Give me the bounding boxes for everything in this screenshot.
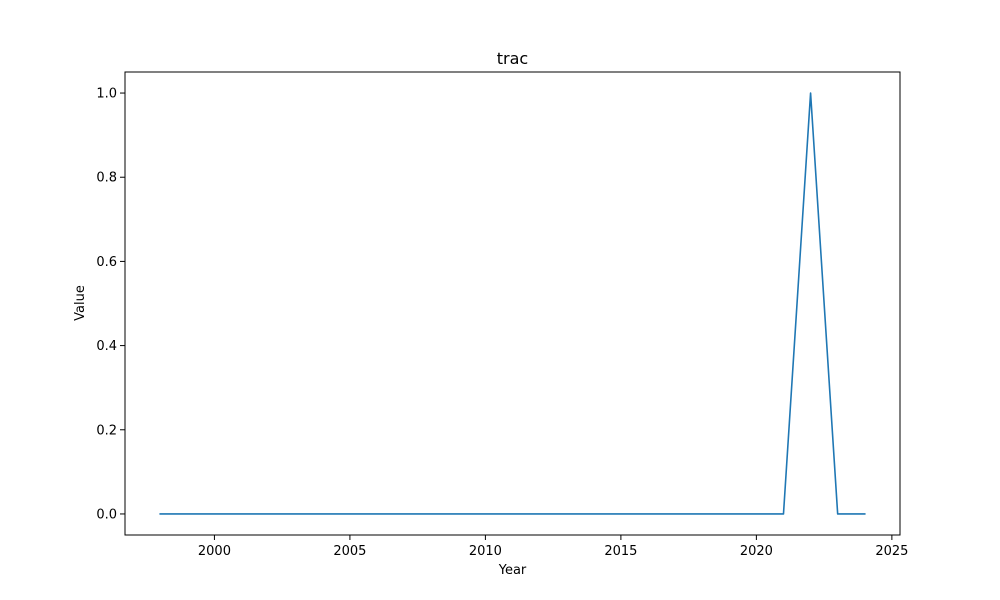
y-tick-label: 0.8 bbox=[96, 171, 117, 186]
y-tick-label: 0.2 bbox=[96, 423, 117, 438]
x-tick-label: 2015 bbox=[604, 544, 637, 559]
x-tick-label: 2020 bbox=[740, 544, 773, 559]
y-axis: 0.0 0.2 0.4 0.6 0.8 1.0 bbox=[96, 87, 125, 522]
y-tick-label: 0.0 bbox=[96, 507, 117, 522]
y-axis-label: Value bbox=[73, 285, 88, 321]
y-tick-label: 0.6 bbox=[96, 255, 117, 270]
y-tick-label: 0.4 bbox=[96, 339, 117, 354]
plot-area bbox=[159, 92, 866, 515]
x-tick-label: 2025 bbox=[875, 544, 908, 559]
x-axis-label: Year bbox=[498, 563, 527, 578]
x-axis: 2000 2005 2010 2015 2020 2025 bbox=[198, 535, 908, 559]
chart-title: trac bbox=[497, 49, 528, 68]
y-tick-label: 1.0 bbox=[96, 87, 117, 102]
series-line-0 bbox=[159, 92, 866, 515]
x-tick-label: 2010 bbox=[469, 544, 502, 559]
x-tick-label: 2000 bbox=[198, 544, 231, 559]
x-tick-label: 2005 bbox=[333, 544, 366, 559]
plot-frame bbox=[124, 71, 901, 536]
